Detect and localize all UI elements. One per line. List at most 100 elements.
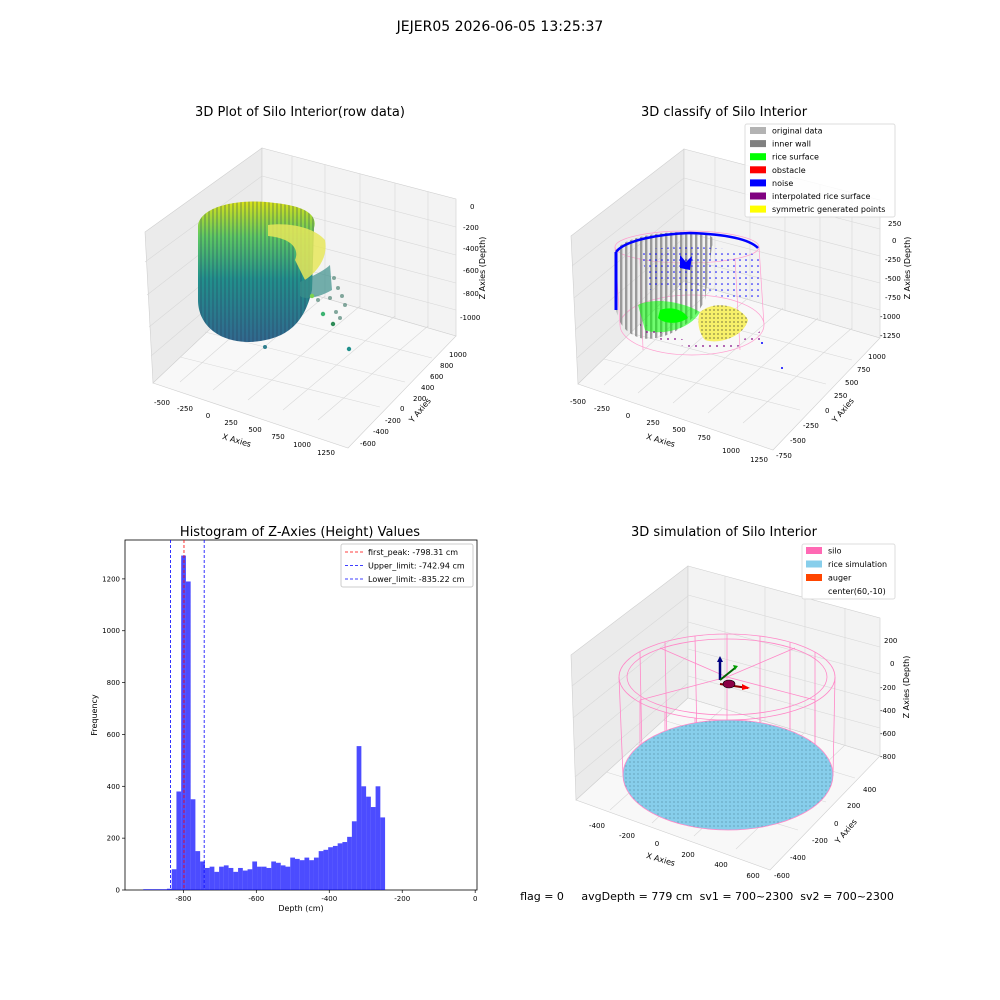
- tick-label: 1250: [750, 456, 768, 464]
- raw-3d-point-cloud: [198, 201, 352, 352]
- legend-label: rice surface: [772, 153, 819, 162]
- tick-label: -500: [154, 399, 170, 407]
- histogram-bar: [276, 862, 281, 890]
- tick-label: 750: [857, 366, 870, 374]
- simulation-3d-z-ticks: 200 0 -200 -400 -600 -800: [880, 637, 897, 761]
- histogram-title: Histogram of Z-Axies (Height) Values: [180, 525, 420, 540]
- tick-label: -250: [885, 256, 901, 264]
- tick-label: -400: [373, 428, 389, 436]
- tick-label: 1000: [722, 447, 740, 455]
- tick-label: 0: [892, 237, 896, 245]
- tick-label: -500: [885, 275, 901, 283]
- tick-label: 0: [825, 407, 829, 415]
- raw-3d-z-label: Z Axies (Depth): [478, 237, 487, 300]
- histogram-bars: [143, 555, 386, 890]
- classify-3d-z-ticks: 250 0 -250 -500 -750 -1000 -1250: [880, 220, 901, 340]
- histogram-bar: [309, 860, 314, 890]
- tick-label: 0: [400, 405, 404, 413]
- tick-label: 250: [888, 220, 901, 228]
- simulation-3d-z-label: Z Axies (Depth): [902, 656, 911, 719]
- legend-label: noise: [772, 179, 793, 188]
- simulation-3d-x-label: X Axies: [645, 851, 676, 868]
- tick-label: -250: [594, 405, 610, 413]
- tick-label: 400: [421, 384, 434, 392]
- tick-label: -500: [570, 398, 586, 406]
- simulation-3d-y-ticks: -600 -400 -200 0 200 400: [774, 786, 876, 880]
- histogram-y-ticks: 0 200 400 600 800 1000 1200: [102, 575, 125, 895]
- tick-label: 600: [107, 731, 120, 739]
- histogram-bar: [143, 889, 148, 890]
- histogram-bar: [223, 865, 229, 890]
- tick-label: -400: [321, 895, 337, 903]
- histogram-bar: [195, 851, 201, 890]
- histogram-bar: [252, 861, 258, 890]
- histogram-bar: [181, 555, 186, 890]
- histogram-bar: [318, 851, 324, 890]
- histogram-bar: [190, 799, 196, 890]
- legend-swatch: [806, 560, 822, 568]
- legend-swatch: [750, 153, 766, 161]
- raw-3d-x-label: X Axies: [221, 432, 252, 449]
- tick-label: 0: [626, 412, 630, 420]
- legend-label: rice simulation: [828, 560, 887, 569]
- histogram-bar: [304, 857, 310, 890]
- histogram-bar: [323, 849, 329, 890]
- classify-3d-point-cloud: [614, 230, 783, 369]
- tick-label: 800: [440, 362, 453, 370]
- legend-label: interpolated rice surface: [772, 192, 870, 201]
- tick-label: -400: [880, 707, 896, 715]
- histogram-bar: [342, 842, 348, 890]
- tick-label: -200: [385, 417, 401, 425]
- tick-label: -200: [619, 832, 635, 840]
- raw-3d-z-ticks: 0 -200 -400 -600 -800 -1000: [460, 203, 480, 322]
- tick-label: -600: [248, 895, 264, 903]
- histogram-bar: [200, 861, 205, 890]
- legend-swatch: [750, 127, 766, 134]
- tick-label: 500: [845, 379, 858, 387]
- histogram-bar: [157, 889, 163, 890]
- tick-label: 0: [655, 840, 659, 848]
- histogram-bar: [271, 861, 277, 890]
- tick-label: -400: [790, 854, 806, 862]
- tick-label: 0: [470, 203, 474, 211]
- tick-label: -600: [880, 730, 896, 738]
- histogram-bar: [351, 821, 357, 890]
- histogram-bar: [380, 817, 386, 890]
- tick-label: 250: [646, 419, 659, 427]
- histogram-bar: [238, 867, 243, 890]
- histogram-bar: [219, 866, 224, 890]
- histogram-bar: [337, 843, 343, 890]
- tick-label: 1000: [868, 353, 886, 361]
- histogram-bar: [356, 746, 362, 890]
- raw-3d-plot: 3D Plot of Silo Interior(row data): [144, 105, 487, 457]
- tick-label: -800: [880, 753, 896, 761]
- tick-label: 500: [248, 426, 261, 434]
- legend-label: silo: [828, 547, 842, 556]
- tick-label: 0: [116, 887, 120, 895]
- tick-label: -200: [463, 224, 479, 232]
- histogram-bar: [257, 866, 262, 890]
- histogram-bar: [361, 786, 367, 890]
- classify-3d-z-label: Z Axies (Depth): [903, 237, 912, 300]
- tick-label: -400: [589, 822, 605, 830]
- histogram-legend: first_peak: -798.31 cm Upper_limit: -742.…: [340, 543, 474, 588]
- legend-swatch: [750, 205, 766, 213]
- histogram-bar: [285, 866, 291, 890]
- tick-label: 1000: [293, 441, 311, 449]
- classify-3d-legend: original data inner wall rice surface obsta…: [744, 123, 896, 218]
- histogram-bar: [366, 796, 371, 890]
- tick-label: 1250: [317, 449, 335, 457]
- tick-label: -800: [175, 895, 191, 903]
- simulation-3d-silo: [618, 633, 836, 831]
- histogram-bar: [209, 866, 215, 890]
- tick-label: -500: [790, 437, 806, 445]
- tick-label: 750: [271, 433, 284, 441]
- histogram-bar: [328, 847, 333, 890]
- tick-label: 200: [847, 802, 860, 810]
- legend-swatch: [806, 547, 822, 554]
- tick-label: -250: [177, 405, 193, 413]
- tick-label: 400: [107, 783, 120, 791]
- simulation-3d-title: 3D simulation of Silo Interior: [631, 525, 818, 540]
- tick-label: -750: [776, 452, 792, 460]
- simulation-3d-auger: [717, 656, 750, 690]
